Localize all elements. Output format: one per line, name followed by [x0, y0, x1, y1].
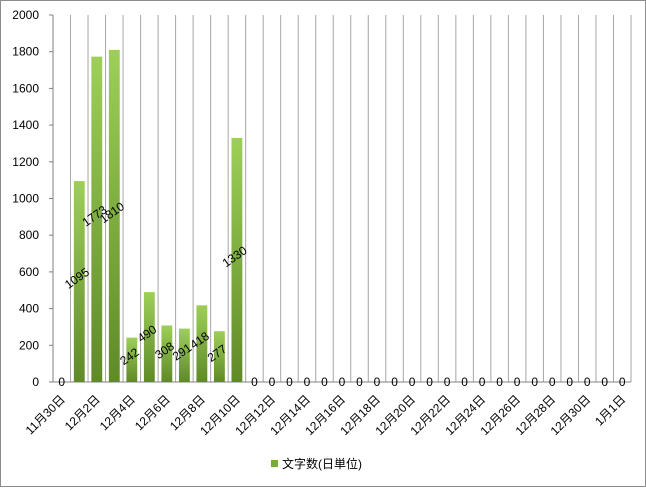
data-label: 0 — [496, 375, 503, 389]
data-label: 0 — [444, 375, 451, 389]
data-label: 490 — [135, 322, 160, 345]
y-tick-label: 0 — [32, 375, 39, 389]
x-tick-label: 12月2日 — [62, 392, 103, 433]
y-axis-ticks: 0 200 400 600 800 1000 1200 1400 1600 1800 2000 — [12, 8, 53, 389]
bar — [143, 292, 155, 382]
y-tick-label: 1800 — [12, 45, 39, 59]
data-label: 242 — [117, 345, 142, 368]
legend: 文字数(日単位) — [271, 456, 362, 471]
data-label: 0 — [584, 375, 591, 389]
bar — [73, 181, 85, 382]
data-label: 0 — [409, 375, 416, 389]
data-label: 0 — [321, 375, 328, 389]
y-tick-label: 2000 — [12, 8, 39, 22]
data-label: 0 — [339, 375, 346, 389]
data-label: 0 — [426, 375, 433, 389]
x-tick-label: 1月1日 — [592, 392, 628, 428]
data-label: 0 — [58, 375, 65, 389]
gridlines — [70, 15, 632, 382]
x-tick-label: 12月6日 — [132, 392, 173, 433]
bars — [73, 49, 243, 383]
bar — [108, 49, 120, 383]
legend-label: 文字数(日単位) — [282, 456, 362, 471]
y-tick-label: 1400 — [12, 118, 39, 132]
data-label: 0 — [374, 375, 381, 389]
data-label: 0 — [461, 375, 468, 389]
y-tick-label: 1000 — [12, 192, 39, 206]
data-label: 0 — [619, 375, 626, 389]
data-label: 0 — [479, 375, 486, 389]
data-label: 0 — [286, 375, 293, 389]
x-axis-ticks: 11月30日12月2日12月4日12月6日12月8日12月10日12月12日12… — [23, 392, 629, 438]
x-tick-label: 12月4日 — [97, 392, 138, 433]
y-tick-label: 1600 — [12, 81, 39, 95]
data-label: 0 — [356, 375, 363, 389]
legend-swatch — [271, 460, 278, 467]
data-label: 0 — [304, 375, 311, 389]
data-label: 0 — [601, 375, 608, 389]
data-label: 0 — [269, 375, 276, 389]
data-label: 0 — [391, 375, 398, 389]
bar — [196, 305, 208, 382]
y-tick-label: 200 — [19, 338, 39, 352]
bar — [178, 328, 190, 382]
data-label: 0 — [549, 375, 556, 389]
data-label: 0 — [251, 375, 258, 389]
x-tick-label: 11月30日 — [23, 392, 68, 437]
y-tick-label: 600 — [19, 265, 39, 279]
axes — [52, 15, 631, 383]
data-label: 0 — [566, 375, 573, 389]
bar — [231, 137, 243, 382]
data-label: 0 — [514, 375, 521, 389]
data-label: 0 — [531, 375, 538, 389]
y-tick-label: 800 — [19, 228, 39, 242]
bar — [213, 331, 225, 382]
data-label: 277 — [205, 342, 230, 365]
bar — [91, 56, 103, 382]
bar — [126, 337, 138, 382]
y-tick-label: 1200 — [12, 155, 39, 169]
bar — [161, 325, 173, 382]
y-tick-label: 400 — [19, 302, 39, 316]
